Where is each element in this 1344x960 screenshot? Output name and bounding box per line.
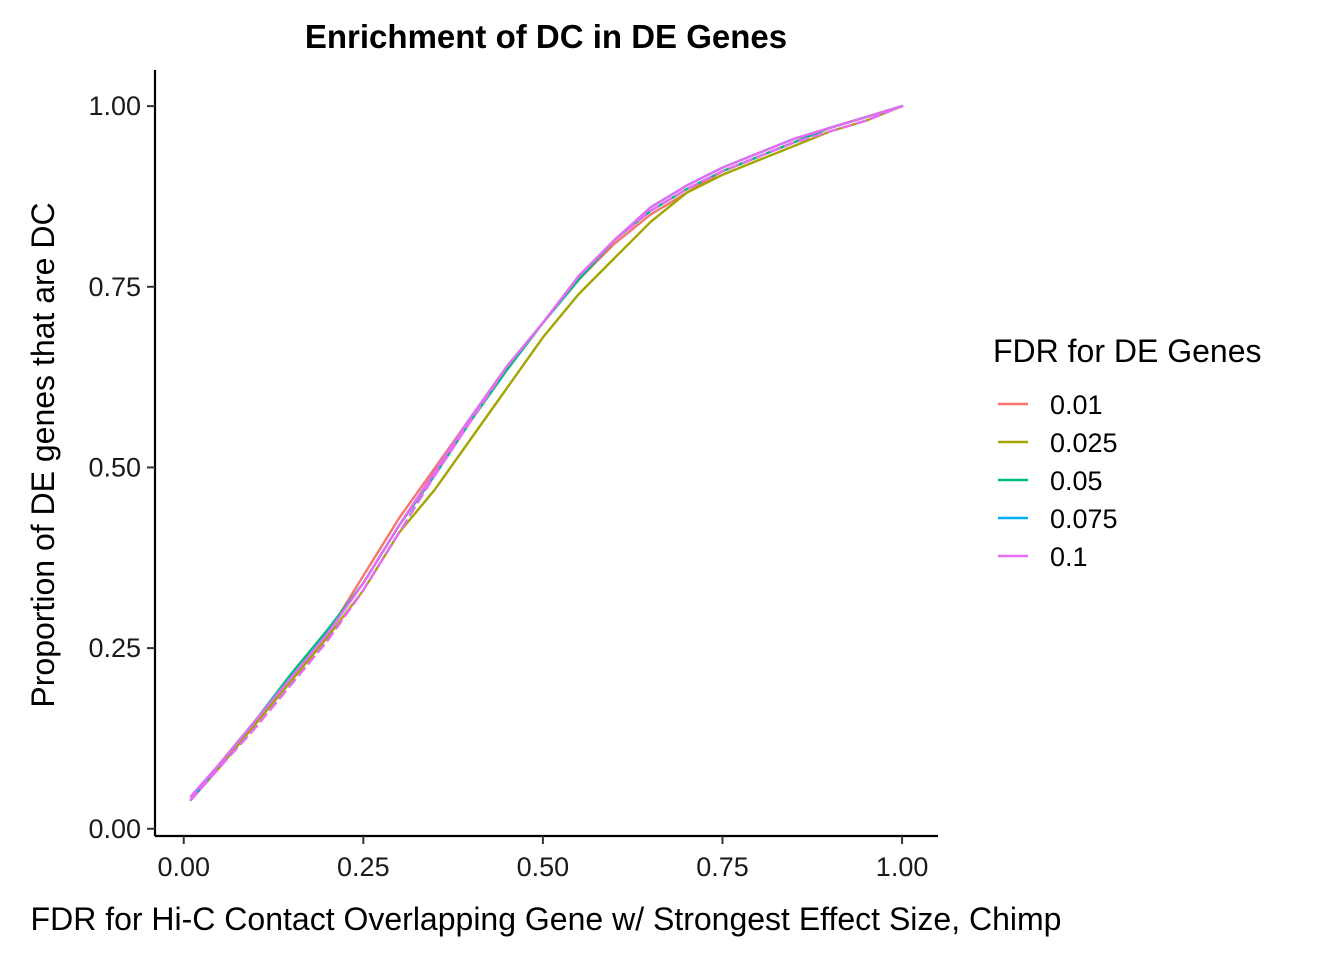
legend-items: 0.01 0.025 0.05 0.075 0.1: [998, 390, 1118, 572]
plot-area: 0.00 0.25 0.50 0.75 1.00 0.00 0.25 0.50 0.75 1.0…: [88, 70, 938, 882]
y-axis-ticks: 0.00 0.25 0.50 0.75 1.00: [88, 91, 155, 844]
legend-title: FDR for DE Genes: [993, 333, 1262, 369]
x-axis-ticks: 0.00 0.25 0.50 0.75 1.00: [157, 836, 928, 882]
series-line-0.01: [189, 104, 904, 802]
x-tick-label: 0.75: [696, 852, 749, 882]
y-axis-label: Proportion of DE genes that are DC: [25, 202, 61, 707]
legend-label: 0.01: [1050, 390, 1103, 420]
y-tick-label: 1.00: [88, 91, 141, 121]
x-axis-label: FDR for Hi-C Contact Overlapping Gene w/…: [31, 901, 1062, 937]
y-tick-label: 0.50: [88, 452, 141, 482]
series-line-0.05: [189, 104, 904, 802]
x-tick-label: 0.25: [337, 852, 390, 882]
y-tick-label: 0.75: [88, 272, 141, 302]
legend-label: 0.025: [1050, 428, 1118, 458]
x-tick-label: 1.00: [876, 852, 929, 882]
series-line-0.025: [189, 104, 904, 802]
legend-label: 0.075: [1050, 504, 1118, 534]
legend-label: 0.05: [1050, 466, 1103, 496]
legend-label: 0.1: [1050, 542, 1088, 572]
x-tick-label: 0.00: [157, 852, 210, 882]
series-line-dashed: [189, 104, 904, 802]
x-tick-label: 0.50: [517, 852, 570, 882]
series-line-0.075: [189, 104, 904, 802]
y-tick-label: 0.00: [88, 814, 141, 844]
series-lines: [189, 104, 904, 802]
chart-title: Enrichment of DC in DE Genes: [305, 18, 787, 55]
series-line-0.1: [189, 104, 904, 798]
legend: FDR for DE Genes 0.01 0.025 0.05 0.075 0.1: [993, 333, 1262, 572]
y-tick-label: 0.25: [88, 633, 141, 663]
